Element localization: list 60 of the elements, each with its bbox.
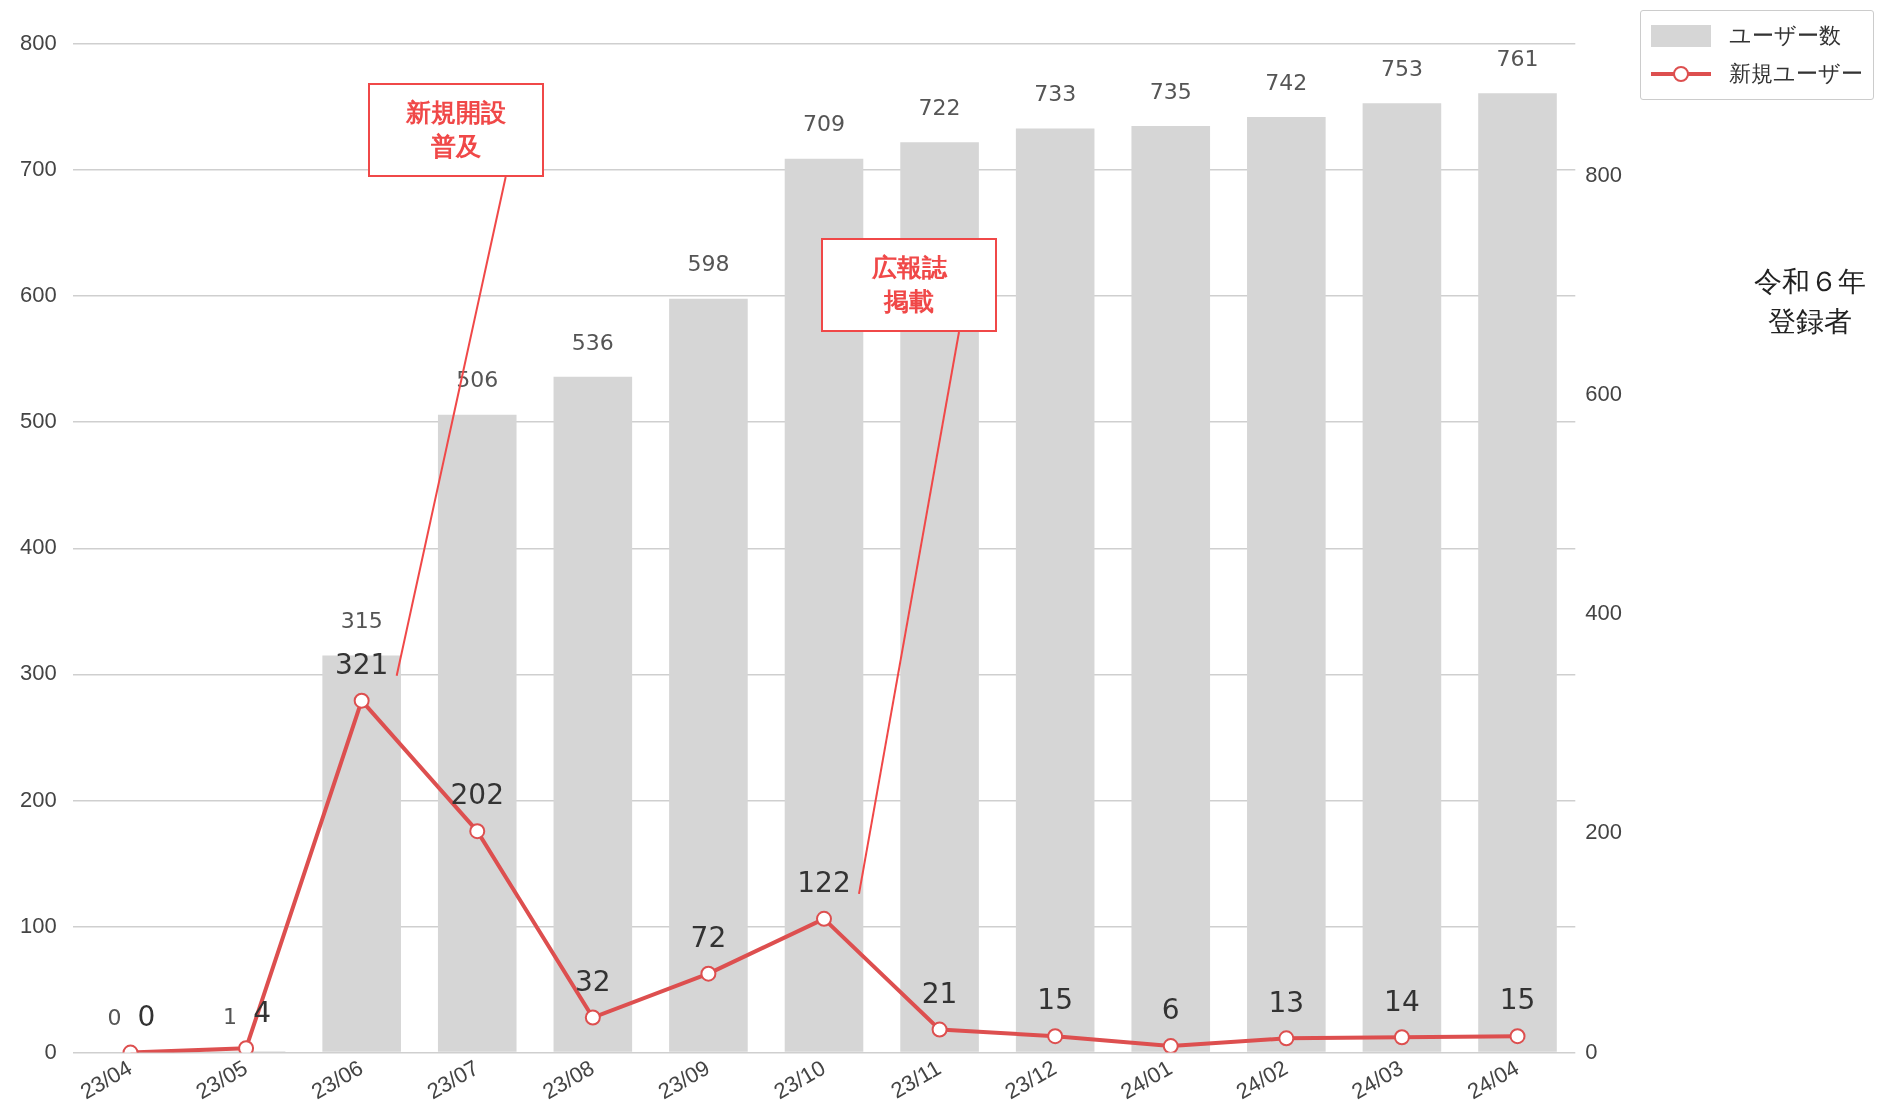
legend-label: 新規ユーザー <box>1729 60 1863 88</box>
y-tick-label: 700 <box>19 156 57 182</box>
data-label: 6 <box>1161 993 1180 1027</box>
point <box>469 823 486 840</box>
y2-tick-label: 0 <box>1585 1038 1598 1064</box>
data-label: 202 <box>450 778 504 812</box>
data-label: 15 <box>1499 983 1536 1017</box>
y-tick-label: 800 <box>19 30 57 56</box>
data-label: 15 <box>1037 983 1073 1017</box>
y2-tick-label: 600 <box>1585 380 1623 406</box>
y-tick-label: 100 <box>19 912 57 938</box>
data-label: 1 <box>223 1004 238 1030</box>
data-label: 709 <box>803 111 845 137</box>
data-label: 13 <box>1268 985 1305 1019</box>
callout-box: 新規開設普及 <box>367 83 544 177</box>
callout-box: 広報誌掲載 <box>821 238 997 332</box>
data-label: 761 <box>1496 45 1539 71</box>
data-label: 122 <box>797 866 851 900</box>
y-tick-label: 600 <box>19 282 57 308</box>
text: 令和６年 <box>1754 264 1866 300</box>
data-label: 21 <box>921 976 958 1010</box>
data-label: 315 <box>340 608 383 634</box>
data-label: 536 <box>571 329 614 355</box>
data-label: 722 <box>918 95 961 121</box>
data-label: 735 <box>1149 78 1192 104</box>
point <box>1047 1028 1064 1045</box>
point <box>1162 1038 1179 1053</box>
text: 登録者 <box>1767 304 1853 340</box>
point <box>1393 1029 1410 1046</box>
data-label: 0 <box>137 999 156 1033</box>
y-tick-label: 400 <box>19 534 57 560</box>
x-tick-label: 24/01 <box>1116 1054 1177 1105</box>
data-label: 598 <box>687 251 730 277</box>
point <box>700 965 717 982</box>
data-label: 14 <box>1384 984 1420 1018</box>
data-label: 72 <box>690 920 727 954</box>
point <box>931 1021 948 1038</box>
data-label: 321 <box>334 647 389 681</box>
point <box>816 910 832 927</box>
data-label: 753 <box>1380 55 1423 81</box>
data-label: 0 <box>107 1005 122 1031</box>
y2-tick-label: 800 <box>1585 161 1623 187</box>
point <box>1278 1030 1295 1047</box>
data-label: 32 <box>575 964 611 998</box>
y-tick-label: 200 <box>19 786 57 812</box>
y2-tick-label: 400 <box>1585 600 1623 626</box>
x-tick-label: 23/11 <box>886 1054 946 1104</box>
data-label: 733 <box>1034 81 1077 107</box>
data-label: 742 <box>1265 69 1308 95</box>
point <box>238 1040 255 1053</box>
point <box>584 1009 601 1026</box>
point <box>1509 1028 1526 1045</box>
y-tick-label: 500 <box>19 408 57 434</box>
annotation: 広報誌掲載 <box>871 252 947 318</box>
y2-tick-label: 200 <box>1585 819 1623 845</box>
point <box>353 692 370 709</box>
y-tick-label: 0 <box>44 1038 57 1064</box>
annotation: 新規開設普及 <box>405 97 506 163</box>
y-tick-label: 300 <box>19 660 57 686</box>
legend-label: ユーザー数 <box>1729 22 1841 50</box>
